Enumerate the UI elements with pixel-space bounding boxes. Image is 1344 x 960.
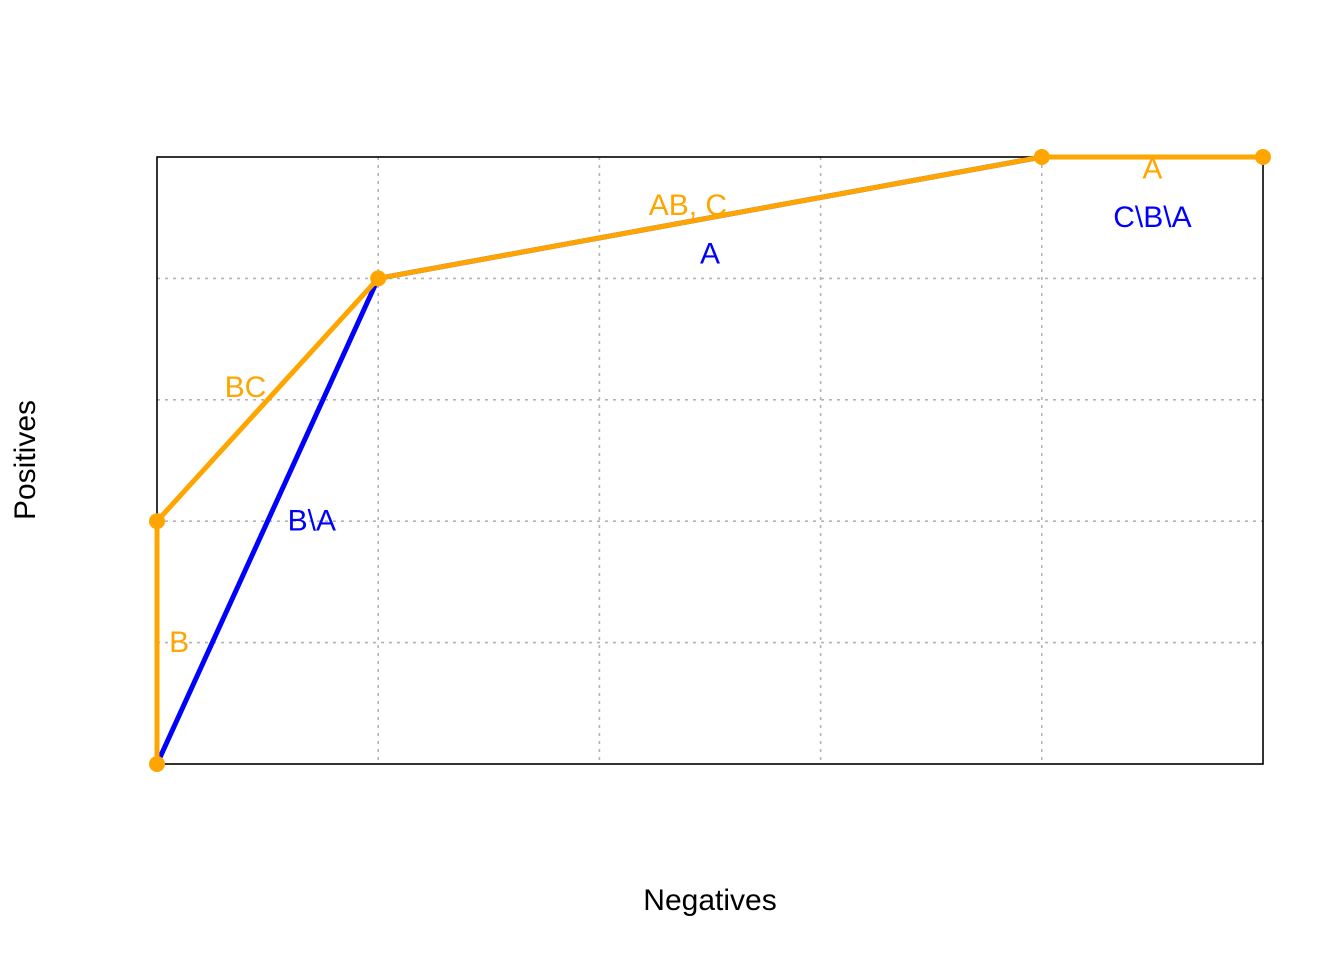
annotation-label: C\B\A xyxy=(1113,201,1191,234)
x-axis-title: Negatives xyxy=(643,884,776,917)
y-axis-title: Positives xyxy=(9,400,42,520)
series-point xyxy=(370,270,387,287)
series-point xyxy=(149,756,165,772)
series-2 xyxy=(149,149,1271,772)
annotation-label: B xyxy=(169,626,189,659)
annotation-label: BC xyxy=(225,371,267,404)
annotation-layer: B BC B\A AB, C A A C\B\A xyxy=(169,153,1191,659)
annotation-label: AB, C xyxy=(649,189,727,222)
annotation-label: A xyxy=(700,238,720,271)
series-point xyxy=(1255,149,1271,165)
annotation-label: B\A xyxy=(288,505,336,538)
annotation-label: A xyxy=(1142,153,1162,186)
grid xyxy=(157,157,1263,764)
plot-background xyxy=(157,157,1263,764)
series-point xyxy=(1033,149,1050,165)
plot-frame xyxy=(156,156,1264,765)
series-point xyxy=(149,513,165,530)
series-layer xyxy=(149,149,1271,772)
